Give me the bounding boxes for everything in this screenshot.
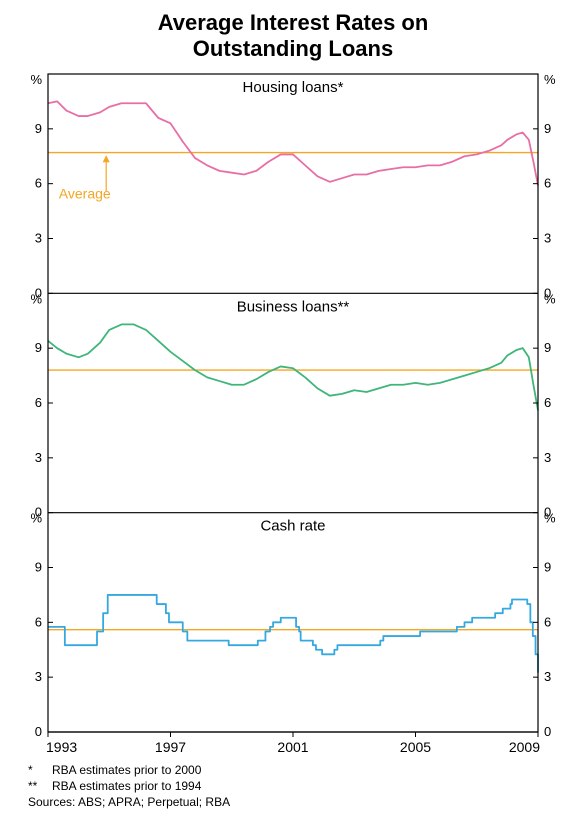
cash-series — [48, 595, 538, 673]
y-tick-label: 3 — [35, 669, 42, 684]
y-tick-label: 6 — [35, 176, 42, 191]
x-tick-label: 2001 — [277, 739, 308, 755]
footnote-2: ** RBA estimates prior to 1994 — [28, 778, 576, 794]
panel-label: Business loans** — [237, 298, 350, 315]
sources: Sources: ABS; APRA; Perpetual; RBA — [28, 794, 576, 810]
y-tick-label: 9 — [544, 121, 551, 136]
y-tick-label: 6 — [544, 614, 551, 629]
y-tick-label: 6 — [35, 395, 42, 410]
y-unit-label: % — [30, 511, 42, 526]
plot-svg: Housing loans* Average 0 0 3 3 6 6 9 9%% Business … — [10, 68, 576, 758]
x-tick-label: 1993 — [46, 739, 77, 755]
footnote-1: * RBA estimates prior to 2000 — [28, 762, 576, 778]
y-tick-label: 9 — [35, 340, 42, 355]
title-line-1: Average Interest Rates on — [10, 10, 576, 36]
y-tick-label: 9 — [35, 121, 42, 136]
y-tick-label: 3 — [35, 231, 42, 246]
y-tick-label: 3 — [544, 450, 551, 465]
y-unit-label: % — [544, 72, 556, 87]
title-line-2: Outstanding Loans — [10, 36, 576, 62]
x-tick-label: 1997 — [155, 739, 186, 755]
y-tick-label: 0 — [544, 724, 551, 739]
arrowhead-icon — [103, 155, 110, 162]
y-tick-label: 9 — [544, 560, 551, 575]
y-tick-label: 0 — [35, 724, 42, 739]
panel-label: Cash rate — [260, 518, 325, 535]
y-tick-label: 3 — [544, 231, 551, 246]
panel-label: Housing loans* — [243, 79, 344, 96]
plot-frame — [48, 74, 538, 732]
y-tick-label: 6 — [544, 395, 551, 410]
chart-title: Average Interest Rates on Outstanding Lo… — [10, 10, 576, 62]
y-unit-label: % — [30, 291, 42, 306]
y-tick-label: 3 — [544, 669, 551, 684]
y-tick-label: 9 — [544, 340, 551, 355]
x-tick-label: 2009 — [509, 739, 540, 755]
business-series — [48, 324, 538, 410]
average-label: Average — [59, 185, 111, 201]
y-tick-label: 6 — [35, 614, 42, 629]
footnotes: * RBA estimates prior to 2000 ** RBA est… — [28, 762, 576, 811]
x-tick-label: 2005 — [400, 739, 431, 755]
y-unit-label: % — [544, 291, 556, 306]
y-tick-label: 6 — [544, 176, 551, 191]
y-unit-label: % — [30, 72, 42, 87]
chart-container: Average Interest Rates on Outstanding Lo… — [0, 0, 586, 816]
y-tick-label: 3 — [35, 450, 42, 465]
plot-area: Housing loans* Average 0 0 3 3 6 6 9 9%% Business … — [10, 68, 576, 758]
y-tick-label: 9 — [35, 560, 42, 575]
housing-series — [48, 101, 538, 185]
y-unit-label: % — [544, 511, 556, 526]
